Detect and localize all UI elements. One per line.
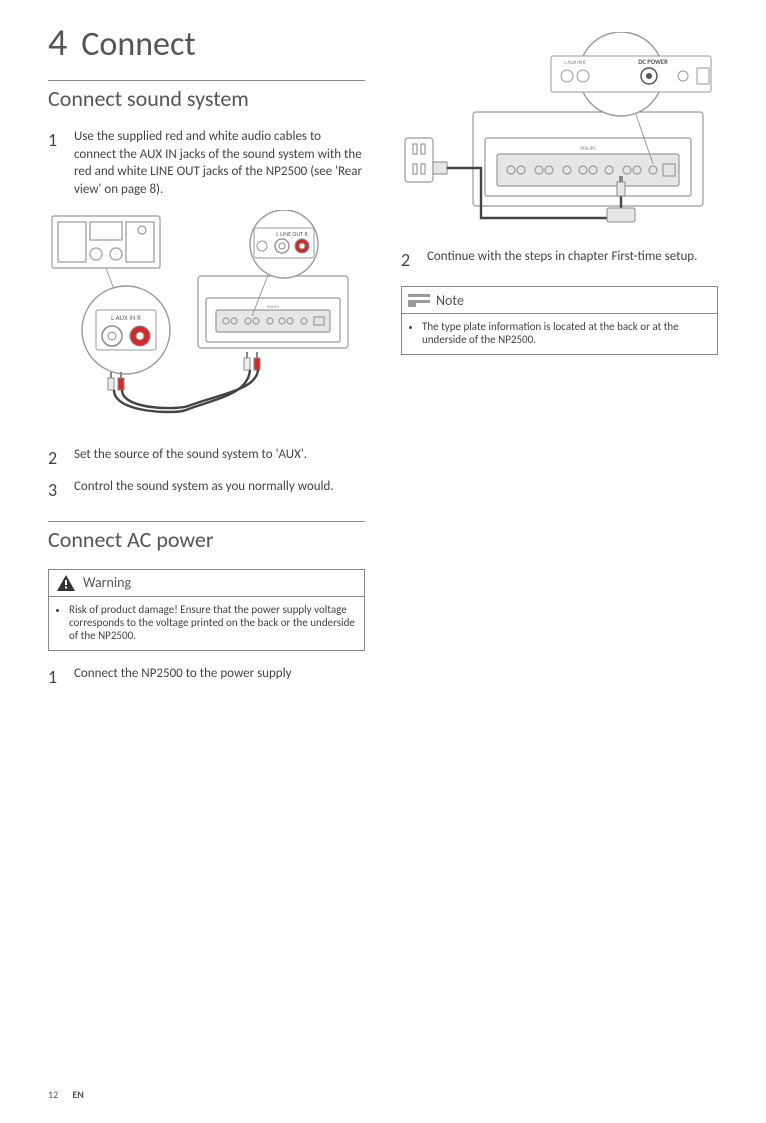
dc-power-label: DC POWER <box>638 58 668 66</box>
chapter-title: 4 Connect <box>48 20 365 66</box>
section-sound-title: Connect sound system <box>48 85 365 112</box>
step: 1 Connect the NP2500 to the power supply <box>48 665 365 689</box>
page-number: 12 <box>48 1088 58 1101</box>
step-text: Control the sound system as you normally… <box>74 478 365 502</box>
step-number: 2 <box>48 446 74 470</box>
section-rule <box>48 521 365 522</box>
step: 2 Set the source of the sound system to … <box>48 446 365 470</box>
warning-icon <box>55 574 77 592</box>
chapter-title-text: Connect <box>81 24 195 65</box>
section-power-title: Connect AC power <box>48 526 365 553</box>
step: 1 Use the supplied red and white audio c… <box>48 128 365 198</box>
aux-in-label: L AUX IN R <box>111 313 141 322</box>
step-text: Connect the NP2500 to the power supply <box>74 665 365 689</box>
diagram-sound-connection: PHILIPS L AUX IN R <box>48 210 365 430</box>
step-text: Continue with the steps in chapter First… <box>427 248 718 272</box>
diagram-power-connection: PHILIPS L AUX IN <box>401 32 718 232</box>
step-number: 1 <box>48 128 74 198</box>
step-number: 1 <box>48 665 74 689</box>
chapter-number: 4 <box>48 20 67 66</box>
section-rule <box>48 80 365 81</box>
svg-text:L AUX IN R: L AUX IN R <box>564 60 586 66</box>
line-out-label: L LINE OUT R <box>276 230 308 238</box>
warning-label: Warning <box>83 574 131 591</box>
step-number: 2 <box>401 248 427 272</box>
step-text: Set the source of the sound system to 'A… <box>74 446 365 470</box>
step: 3 Control the sound system as you normal… <box>48 478 365 502</box>
note-text: The type plate information is located at… <box>422 320 709 346</box>
step-number: 3 <box>48 478 74 502</box>
step: 2 Continue with the steps in chapter Fir… <box>401 248 718 272</box>
warning-text: Risk of product damage! Ensure that the … <box>69 603 356 642</box>
warning-box: Warning Risk of product damage! Ensure t… <box>48 569 365 651</box>
svg-text:PHILIPS: PHILIPS <box>267 305 279 310</box>
note-icon <box>408 291 430 309</box>
step-text: Use the supplied red and white audio cab… <box>74 128 365 198</box>
note-label: Note <box>436 292 464 309</box>
page-lang: EN <box>72 1088 83 1101</box>
page-footer: 12 EN <box>48 1088 84 1101</box>
note-box: Note The type plate information is locat… <box>401 286 718 355</box>
svg-text:PHILIPS: PHILIPS <box>580 146 596 152</box>
